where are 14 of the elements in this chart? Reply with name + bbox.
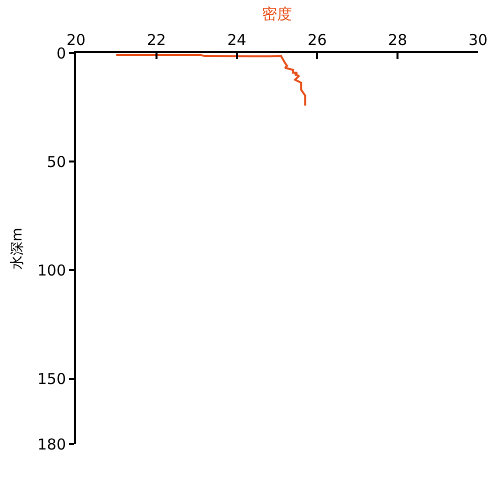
y-tick-label: 180 [37, 435, 66, 454]
x-tick-label: 20 [66, 31, 86, 49]
x-axis-title: 密度 [262, 4, 292, 23]
x-tick-label: 28 [388, 31, 408, 49]
x-tick-label: 24 [227, 31, 246, 49]
x-tick-label: 26 [308, 31, 327, 49]
x-tick-label: 22 [146, 31, 166, 49]
y-tick-label: 0 [56, 44, 66, 62]
x-tick-label: 30 [468, 31, 488, 49]
y-tick-label: 150 [37, 370, 66, 388]
y-tick-label: 100 [37, 261, 66, 280]
y-axis-title: 水深m [9, 228, 26, 270]
y-tick-label: 50 [46, 152, 66, 171]
line-series [115, 54, 306, 107]
